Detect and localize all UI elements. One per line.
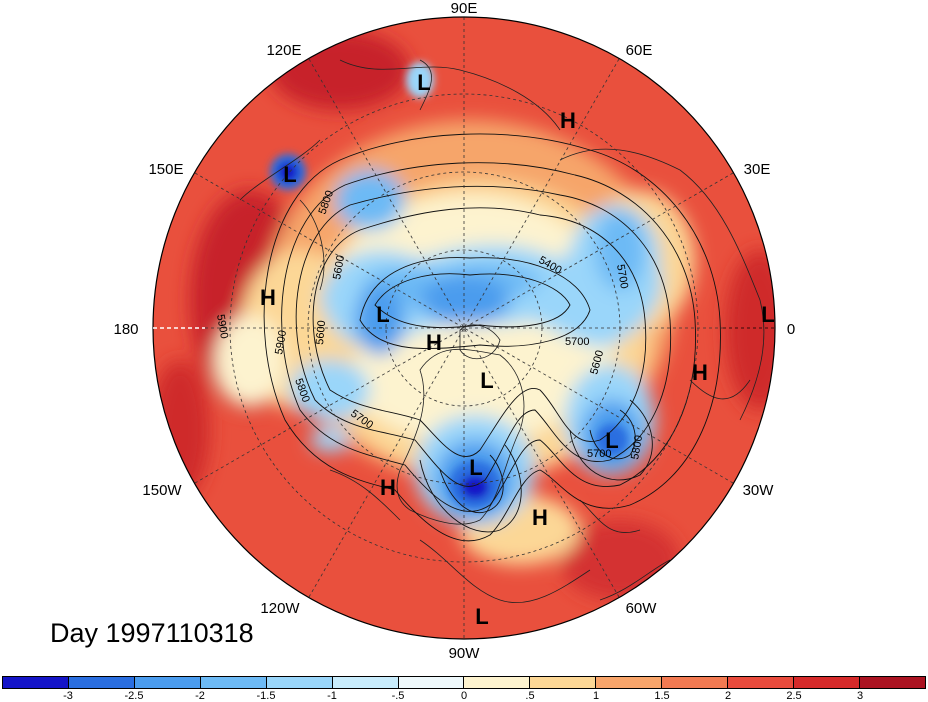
low-pressure-center: L [761,302,774,327]
contour-label: 5700 [565,336,589,348]
high-pressure-center: H [380,475,396,500]
colorbar-tick-label: -3 [63,690,73,702]
map-border [152,16,776,640]
contour-label: 5700 [614,263,630,289]
contour-label: 5600 [314,320,328,345]
colorbar-swatch [596,677,663,688]
lon-label-90e: 90E [451,0,478,17]
contour-label: 5700 [587,448,611,460]
low-pressure-center: L [283,162,296,187]
colorbar-tick-label: 1 [592,690,600,702]
low-pressure-center: L [376,302,389,327]
coastlines [239,59,765,604]
height-contours [263,133,721,542]
colorbar-tick-label: 1.5 [654,690,670,702]
lon-label-150w: 150W [142,482,182,499]
date-label: Day 1997110318 [50,618,254,648]
colorbar-swatch [332,677,399,688]
colorbar-swatch [859,677,925,688]
colorbar-swatch [398,677,465,688]
lon-label-0: 0 [787,321,795,338]
colorbar-swatch [794,677,860,688]
lon-label-60w: 60W [626,600,658,617]
contour-label: 5800 [629,434,645,460]
graticule [194,17,734,639]
contour-label: 5600 [331,254,347,280]
lon-label-150e: 150E [148,161,183,178]
contour-label: 5900 [273,329,289,355]
high-pressure-center: H [560,108,576,133]
lon-label-30e: 30E [744,161,771,178]
colorbar-swatch [266,677,333,688]
colorbar-swatch [134,677,201,688]
high-pressure-center: H [532,505,548,530]
colorbar-tick-label: 0 [460,690,468,702]
colorbar-tick-label: -1 [327,690,337,702]
high-pressure-center: H [260,285,276,310]
colorbar-tick-label: 2 [724,690,732,702]
colorbar-tick-label: -2 [195,690,205,702]
low-pressure-center: L [475,604,488,629]
lon-label-180: 180 [113,321,138,338]
colorbar-tick-label: .5 [525,690,535,702]
colorbar-tick-label: -.5 [391,690,405,702]
colorbar [2,676,926,689]
colorbar-swatch [200,677,267,688]
high-pressure-center: H [426,330,442,355]
colorbar-swatch [464,677,531,688]
low-pressure-center: L [480,368,493,393]
colorbar-swatch [530,677,597,688]
colorbar-labels: -3 -2.5 -2 -1.5 -1 -.5 0 .5 1 1.5 2 2.5 3 [0,690,928,702]
colorbar-tick-label: 2.5 [786,690,802,702]
lon-label-30w: 30W [743,482,775,499]
lon-label-120e: 120E [266,42,301,59]
contour-label: 5900 [214,313,230,339]
colorbar-swatch [3,677,69,688]
colorbar-tick-label: -1.5 [256,690,276,702]
colorbar-swatch [728,677,795,688]
lon-label-90w: 90W [449,645,481,662]
colorbar-tick-label: 3 [856,690,864,702]
low-pressure-center: L [605,428,618,453]
colorbar-swatch [68,677,135,688]
low-pressure-center: L [469,455,482,480]
lon-label-120w: 120W [260,600,300,617]
colorbar-swatch [662,677,729,688]
high-pressure-center: H [692,360,708,385]
lon-label-60e: 60E [626,42,653,59]
anomaly-field [153,17,775,639]
longitude-labels: 90E 120E 60E 150E 30E 180 0 150W 30W 120… [113,0,795,662]
low-pressure-center: L [417,70,430,95]
pressure-centers: L H L H L H L L H L H H L L [260,70,775,629]
colorbar-tick-label: -2.5 [124,690,144,702]
